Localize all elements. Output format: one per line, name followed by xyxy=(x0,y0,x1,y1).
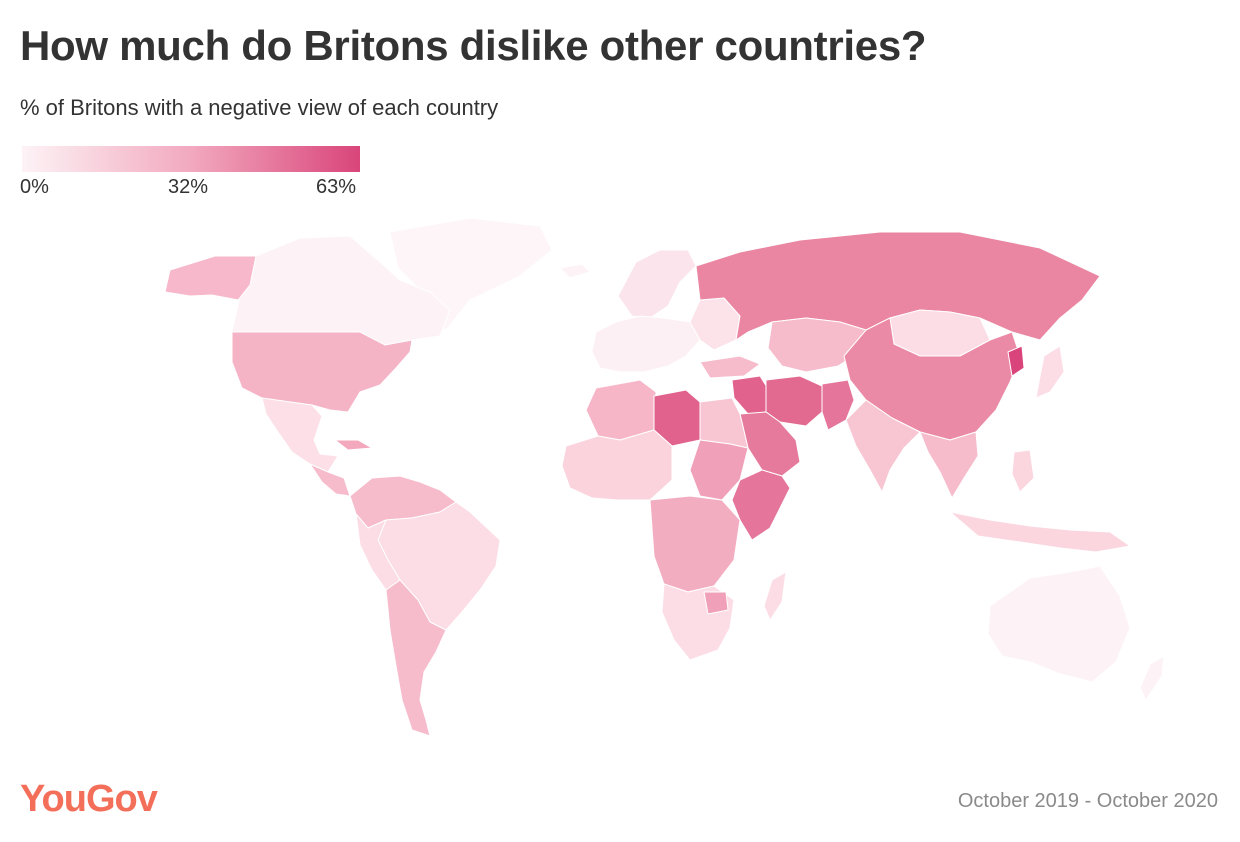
country-saudi-arabia xyxy=(739,411,801,477)
country-zimbabwe xyxy=(703,591,729,615)
country-philippines xyxy=(1011,449,1035,493)
country-turkey xyxy=(699,355,761,379)
country-mexico xyxy=(261,397,339,473)
region-west-africa xyxy=(561,429,673,501)
region-southeast-asia xyxy=(919,431,979,499)
country-iceland xyxy=(559,263,591,279)
world-choropleth-map xyxy=(164,217,1165,737)
region-scandinavia xyxy=(617,249,697,319)
yougov-logo: YouGov xyxy=(20,778,158,820)
region-central-africa xyxy=(649,495,741,593)
legend-mid-label: 32% xyxy=(168,176,209,198)
region-peru-bolivia xyxy=(355,513,401,591)
region-indonesia xyxy=(949,511,1131,553)
country-new-zealand xyxy=(1139,655,1165,701)
chart-subtitle: % of Britons with a negative view of eac… xyxy=(20,95,499,120)
country-north-korea xyxy=(1007,345,1025,377)
country-india xyxy=(845,399,921,493)
region-north-africa xyxy=(585,379,657,441)
region-argentina-chile xyxy=(385,579,447,737)
region-western-europe xyxy=(591,315,701,373)
country-alaska xyxy=(164,255,257,301)
country-sudan xyxy=(689,439,749,501)
chart-title: How much do Britons dislike other countr… xyxy=(20,22,927,69)
legend-max-label: 63% xyxy=(316,176,357,198)
country-japan xyxy=(1035,345,1065,399)
country-china xyxy=(843,317,1021,441)
country-cuba xyxy=(334,439,373,451)
country-madagascar xyxy=(763,571,787,621)
legend-color-scale xyxy=(22,146,360,172)
country-canada xyxy=(231,235,451,356)
legend-min-label: 0% xyxy=(20,176,49,198)
country-united-states xyxy=(231,331,413,413)
country-australia xyxy=(987,565,1131,683)
survey-period: October 2019 - October 2020 xyxy=(957,790,1218,812)
region-horn-of-africa xyxy=(731,469,791,541)
